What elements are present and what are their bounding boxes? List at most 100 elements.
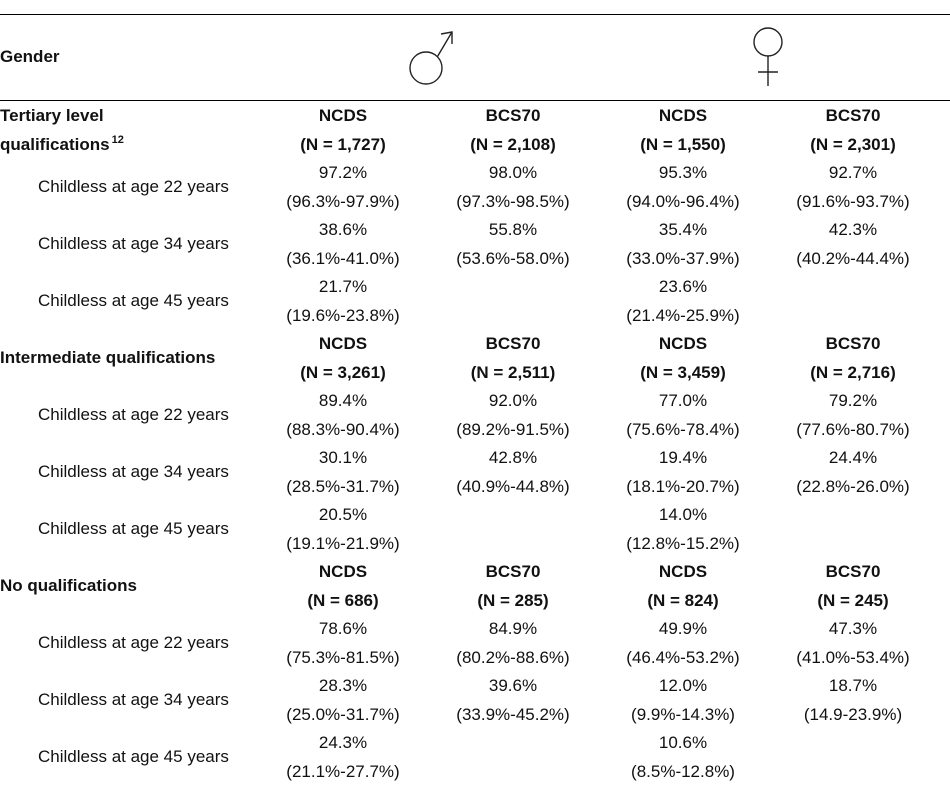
cell-value: 95.3% (658, 163, 708, 182)
cell: 39.6% (33.9%-45.2%) (428, 672, 598, 729)
sample-size: (N = 3,261) (300, 362, 386, 382)
section-title-text: No qualifications (0, 576, 137, 596)
row-label-text: Childless at age 22 years (38, 633, 229, 653)
cell-value: 35.4% (658, 220, 708, 239)
sample-size: (N = 245) (817, 590, 889, 610)
cell-ci: (80.2%-88.6%) (456, 647, 570, 667)
cell-value: 20.5% (318, 505, 368, 524)
row-label-text: Childless at age 45 years (38, 519, 229, 539)
row-label: Childless at age 45 years (38, 729, 258, 786)
cell-value: 92.0% (488, 391, 538, 410)
cohort: NCDS (658, 106, 708, 125)
sample-size: (N = 2,511) (470, 362, 556, 382)
cell: 19.4% (18.1%-20.7%) (598, 444, 768, 501)
sample-size: (N = 1,550) (640, 134, 726, 154)
column-header: NCDS (N = 3,459) (598, 330, 768, 387)
top-rule (0, 14, 950, 15)
cell-ci: (36.1%-41.0%) (286, 248, 400, 268)
cell-value: 49.9% (658, 619, 708, 638)
section-title: Tertiary level qualifications 12 (0, 102, 258, 159)
row-label-text: Childless at age 34 years (38, 690, 229, 710)
section-title-text: Intermediate qualifications (0, 348, 216, 368)
cell-value: 84.9% (488, 619, 538, 638)
cell-ci: (96.3%-97.9%) (286, 191, 400, 211)
cell: 35.4% (33.0%-37.9%) (598, 216, 768, 273)
row-label: Childless at age 45 years (38, 273, 258, 330)
cell-ci: (18.1%-20.7%) (626, 476, 740, 496)
column-header: BCS70 (N = 2,511) (428, 330, 598, 387)
header-label: Gender (0, 47, 60, 66)
cell-ci: (75.3%-81.5%) (286, 647, 400, 667)
cell: 55.8% (53.6%-58.0%) (428, 216, 598, 273)
row-label-text: Childless at age 34 years (38, 234, 229, 254)
row-label: Childless at age 34 years (38, 216, 258, 273)
cell-value: 28.3% (318, 676, 368, 695)
cell: 38.6% (36.1%-41.0%) (258, 216, 428, 273)
cell-ci: (25.0%-31.7%) (286, 704, 400, 724)
cohort: NCDS (318, 106, 368, 125)
cohort: BCS70 (825, 106, 881, 125)
cell: 79.2% (77.6%-80.7%) (768, 387, 938, 444)
cell: 10.6% (8.5%-12.8%) (598, 729, 768, 786)
column-header: NCDS (N = 686) (258, 558, 428, 615)
sample-size: (N = 686) (307, 590, 379, 610)
cell-value: 47.3% (828, 619, 878, 638)
cell: 84.9% (80.2%-88.6%) (428, 615, 598, 672)
cell-ci: (22.8%-26.0%) (796, 476, 910, 496)
cell: 42.3% (40.2%-44.4%) (768, 216, 938, 273)
section-title-line: Tertiary level (0, 102, 258, 131)
sample-size: (N = 2,301) (810, 134, 896, 154)
cell-ci: (40.2%-44.4%) (796, 248, 910, 268)
cohort: NCDS (318, 334, 368, 353)
cell-ci: (33.9%-45.2%) (456, 704, 570, 724)
cell-value: 24.4% (828, 448, 878, 467)
row-label: Childless at age 22 years (38, 159, 258, 216)
header-rule (0, 100, 950, 101)
cell: 24.4% (22.8%-26.0%) (768, 444, 938, 501)
cell: 24.3% (21.1%-27.7%) (258, 729, 428, 786)
cell: 78.6% (75.3%-81.5%) (258, 615, 428, 672)
sample-size: (N = 2,108) (470, 134, 556, 154)
cell-value: 89.4% (318, 391, 368, 410)
cell: 95.3% (94.0%-96.4%) (598, 159, 768, 216)
cell-value: 42.3% (828, 220, 878, 239)
cell-ci: (8.5%-12.8%) (631, 761, 735, 781)
cell-ci: (94.0%-96.4%) (626, 191, 740, 211)
section-title-line: No qualifications (0, 572, 258, 601)
cell-ci: (97.3%-98.5%) (456, 191, 570, 211)
column-header: NCDS (N = 1,550) (598, 102, 768, 159)
row-label: Childless at age 45 years (38, 501, 258, 558)
cell-ci: (53.6%-58.0%) (456, 248, 570, 268)
superscript: 12 (111, 133, 124, 146)
column-header: BCS70 (N = 245) (768, 558, 938, 615)
cell-value: 77.0% (658, 391, 708, 410)
sample-size: (N = 3,459) (640, 362, 726, 382)
cell-value: 24.3% (318, 733, 368, 752)
cell-ci: (75.6%-78.4%) (626, 419, 740, 439)
section-title-line: Intermediate qualifications (0, 344, 258, 373)
sample-size: (N = 285) (477, 590, 549, 610)
cell: 23.6% (21.4%-25.9%) (598, 273, 768, 330)
cell-value: 79.2% (828, 391, 878, 410)
cell-ci: (12.8%-15.2%) (626, 533, 740, 553)
male-symbol (409, 31, 453, 85)
cohort: BCS70 (485, 562, 541, 581)
column-header: NCDS (N = 1,727) (258, 102, 428, 159)
cell: 77.0% (75.6%-78.4%) (598, 387, 768, 444)
row-label: Childless at age 34 years (38, 672, 258, 729)
cell-ci: (21.1%-27.7%) (286, 761, 400, 781)
header-label-cell: Gender (0, 14, 60, 100)
cell-ci: (9.9%-14.3%) (631, 704, 735, 724)
cohort: NCDS (658, 562, 708, 581)
cell-value: 18.7% (828, 676, 878, 695)
cell-ci: (89.2%-91.5%) (456, 419, 570, 439)
cell-ci: (21.4%-25.9%) (626, 305, 740, 325)
cohort: BCS70 (825, 334, 881, 353)
cell: 18.7% (14.9-23.9%) (768, 672, 938, 729)
cell-ci: (14.9-23.9%) (803, 704, 903, 724)
cell: 28.3% (25.0%-31.7%) (258, 672, 428, 729)
cell-value: 38.6% (318, 220, 368, 239)
row-label: Childless at age 22 years (38, 615, 258, 672)
sample-size: (N = 824) (647, 590, 719, 610)
